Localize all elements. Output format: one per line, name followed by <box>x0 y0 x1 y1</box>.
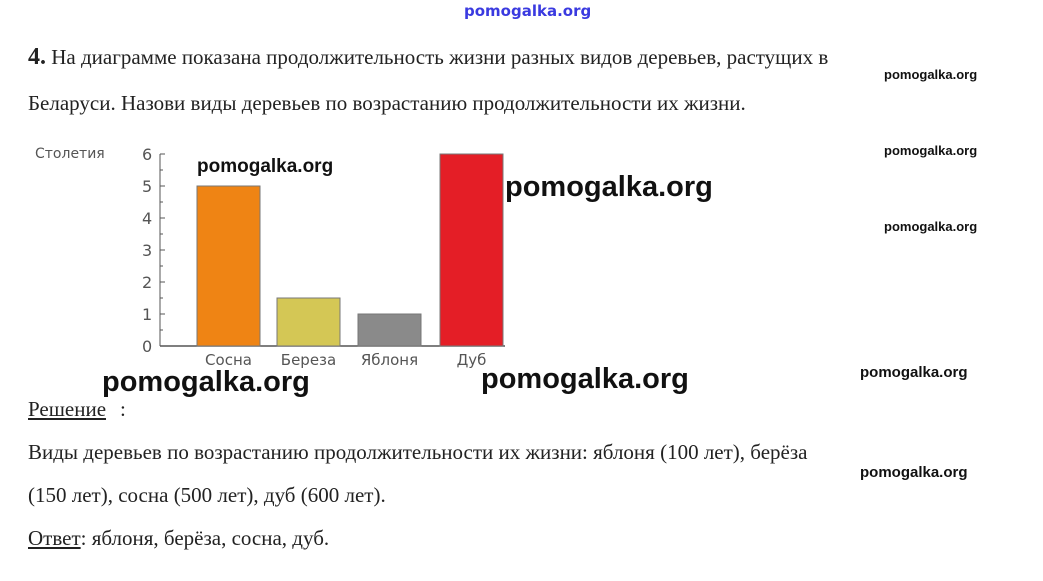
y-tick-label: 0 <box>142 337 152 356</box>
bar-4 <box>439 153 504 347</box>
y-tick-label: 5 <box>142 177 152 196</box>
solution-label: Решение <box>28 397 107 421</box>
answer: Ответ: яблоня, берёза, сосна, дуб. <box>28 526 329 551</box>
watermark: pomogalka.org <box>884 143 978 158</box>
y-tick-label: 3 <box>142 241 152 260</box>
task-number: 4. <box>28 44 46 70</box>
task-line-2: Беларуси. Назови виды деревьев по возрас… <box>28 91 746 115</box>
y-tick-label: 6 <box>142 145 152 164</box>
y-axis-label: Столетия <box>35 146 105 162</box>
x-tick-label: Сосна <box>205 351 252 369</box>
watermark: pomogalka.org <box>102 366 310 398</box>
y-tick-label: 2 <box>142 273 152 292</box>
x-tick-label: Береза <box>281 351 336 369</box>
y-tick-label: 4 <box>142 209 152 228</box>
watermark: pomogalka.org <box>481 363 689 395</box>
watermark: pomogalka.org <box>884 219 978 234</box>
watermark: pomogalka.org <box>860 464 968 481</box>
task-text: На диаграмме показана продолжительность … <box>51 45 829 69</box>
colon: : <box>120 397 126 421</box>
bar-2 <box>276 297 341 347</box>
watermark: pomogalka.org <box>884 67 978 82</box>
solution-line-2: (150 лет), сосна (500 лет), дуб (600 лет… <box>28 483 386 507</box>
bar-chart: Столетия 0 1 2 3 4 5 6 Сосна Береза Яблоня Дуб <box>35 145 505 369</box>
answer-text: : яблоня, берёза, сосна, дуб. <box>80 526 330 550</box>
answer-label: Ответ <box>28 526 81 550</box>
watermark: pomogalka.org <box>860 364 968 381</box>
watermark: pomogalka.org <box>505 171 713 203</box>
bar-3 <box>357 313 422 347</box>
bar-1 <box>196 185 261 347</box>
solution-line-1: Виды деревьев по возрастанию продолжител… <box>28 440 808 464</box>
x-tick-label: Дуб <box>457 351 487 369</box>
y-tick-label: 1 <box>142 305 152 324</box>
task-line-1: 4. На диаграмме показана продолжительнос… <box>28 44 828 71</box>
x-tick-label: Яблоня <box>361 351 418 369</box>
watermark: pomogalka.org <box>197 156 334 177</box>
watermark: pomogalka.org <box>464 2 592 20</box>
